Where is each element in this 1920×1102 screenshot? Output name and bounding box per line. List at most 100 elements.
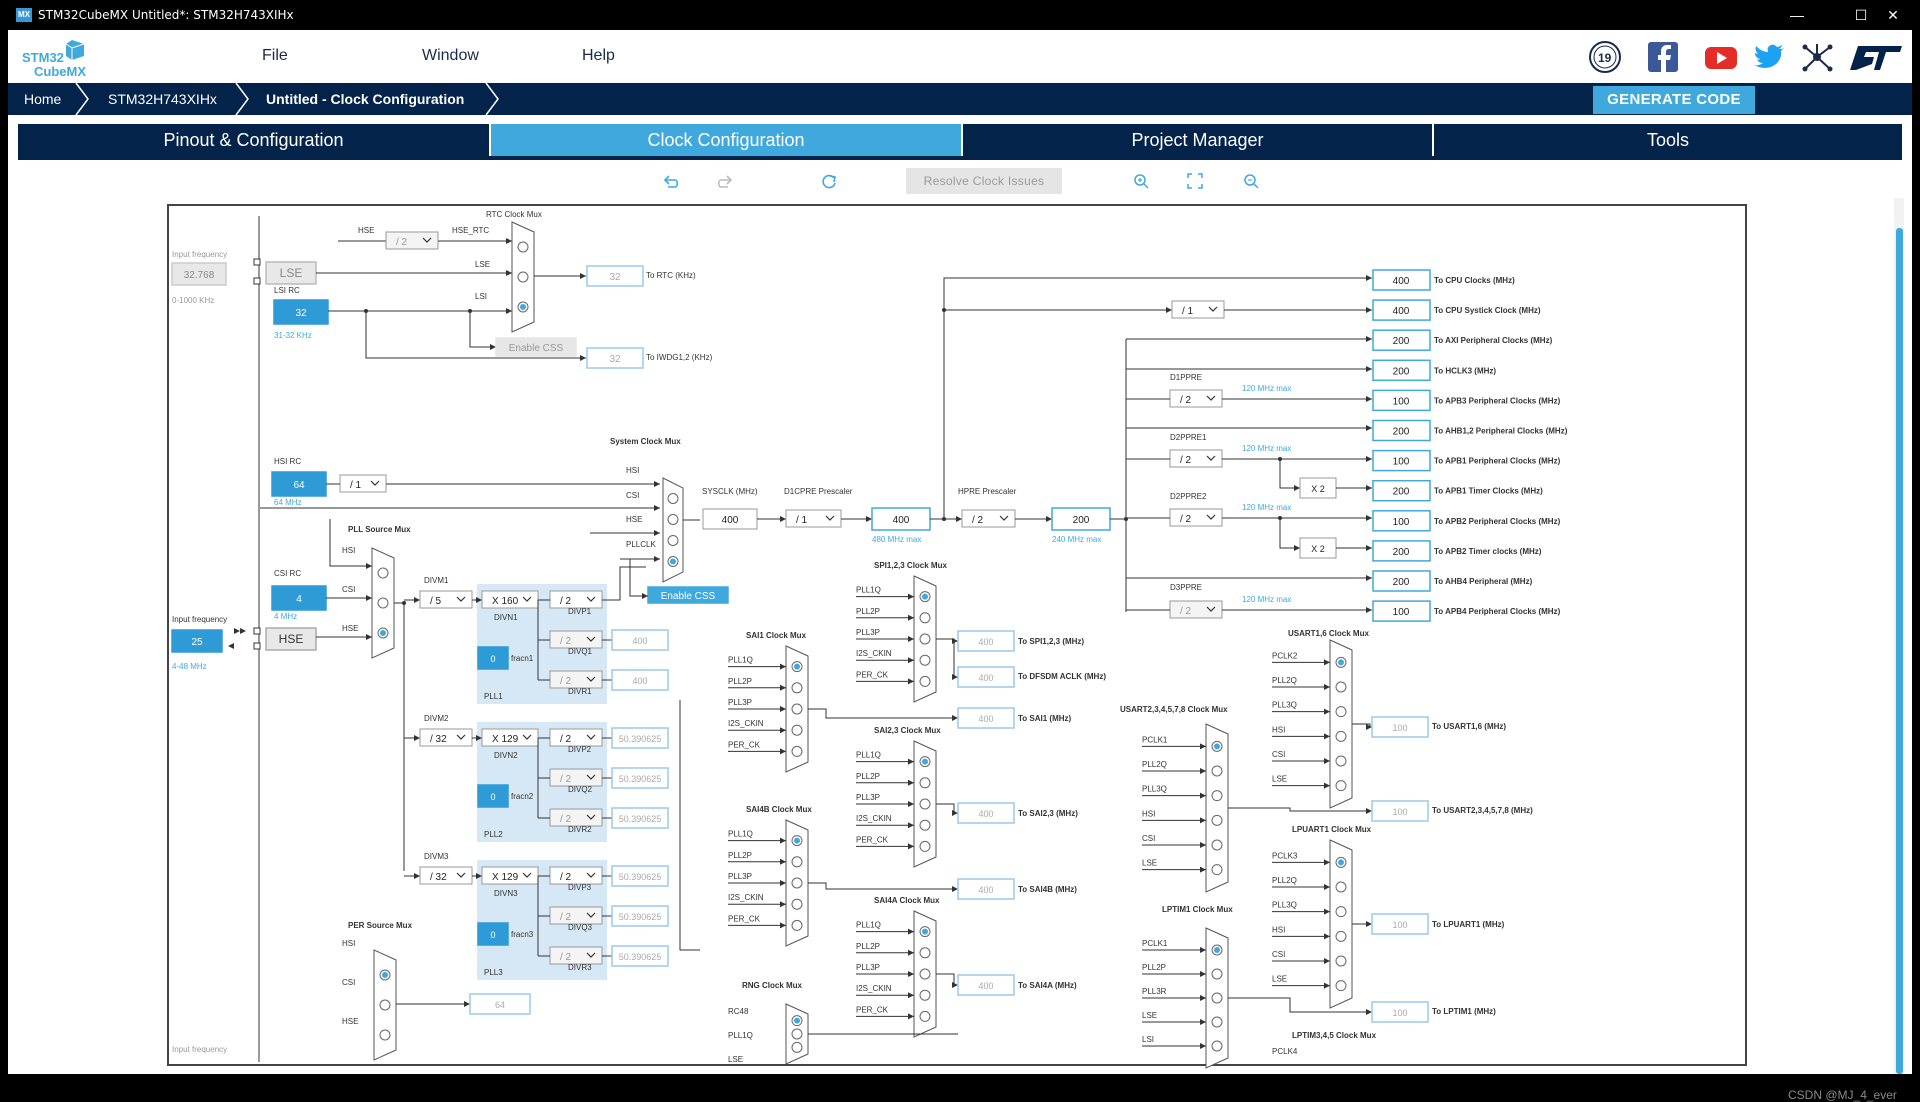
mux-radio[interactable] xyxy=(667,514,679,525)
mux-radio[interactable] xyxy=(919,654,931,666)
hpre-prescaler[interactable] xyxy=(961,509,1016,528)
mux-radio[interactable] xyxy=(919,675,931,687)
mux-radio[interactable] xyxy=(919,756,931,768)
mux-radio[interactable] xyxy=(1211,740,1223,752)
mux-radio[interactable] xyxy=(791,724,803,736)
divn2-multiplier[interactable] xyxy=(481,728,539,747)
scrollbar-thumb[interactable] xyxy=(1896,228,1903,1074)
mux-radio[interactable] xyxy=(791,1015,803,1027)
mux-radio[interactable] xyxy=(919,633,931,645)
sai23-clock-mux[interactable] xyxy=(913,740,937,868)
divq2-divider[interactable] xyxy=(549,768,603,787)
mux-radio[interactable] xyxy=(1335,780,1347,792)
anniversary-19-icon[interactable]: 19 xyxy=(1588,40,1622,74)
sai4a-clock-mux[interactable] xyxy=(913,910,937,1038)
lpuart-clock-mux[interactable] xyxy=(1329,839,1353,1009)
mux-radio[interactable] xyxy=(517,301,529,313)
divr1-divider[interactable] xyxy=(549,670,603,689)
mux-radio[interactable] xyxy=(1335,980,1347,992)
divn3-multiplier[interactable] xyxy=(481,866,539,885)
enable-css-system-button[interactable] xyxy=(647,586,729,604)
mux-radio[interactable] xyxy=(919,968,931,980)
mux-radio[interactable] xyxy=(1211,968,1223,980)
mux-radio[interactable] xyxy=(667,535,679,546)
mux-radio[interactable] xyxy=(379,999,391,1011)
breadcrumb-page[interactable]: Untitled - Clock Configuration xyxy=(266,91,465,107)
mux-radio[interactable] xyxy=(919,947,931,959)
mux-radio[interactable] xyxy=(791,745,803,757)
sai4b-clock-mux[interactable] xyxy=(785,819,809,947)
mux-radio[interactable] xyxy=(1335,706,1347,718)
facebook-icon[interactable] xyxy=(1646,40,1680,74)
mux-radio[interactable] xyxy=(1335,906,1347,918)
mux-radio[interactable] xyxy=(1211,790,1223,802)
mux-radio[interactable] xyxy=(667,493,679,504)
resolve-clock-issues-button[interactable]: Resolve Clock Issues xyxy=(906,168,1062,194)
mux-radio[interactable] xyxy=(1211,944,1223,956)
lptim1-clock-mux[interactable] xyxy=(1205,927,1229,1069)
st-logo-icon[interactable] xyxy=(1846,40,1906,74)
mux-radio[interactable] xyxy=(667,556,679,567)
divp1-divider[interactable] xyxy=(549,590,603,609)
mux-radio[interactable] xyxy=(791,898,803,910)
d1ppre-prescaler[interactable] xyxy=(1169,389,1223,408)
mux-radio[interactable] xyxy=(791,682,803,694)
mux-radio[interactable] xyxy=(919,777,931,789)
breadcrumb-home[interactable]: Home xyxy=(24,91,62,107)
close-button[interactable]: ✕ xyxy=(1887,7,1899,23)
mux-radio[interactable] xyxy=(517,271,529,283)
mux-radio[interactable] xyxy=(919,612,931,624)
mux-radio[interactable] xyxy=(791,1028,803,1040)
mux-radio[interactable] xyxy=(919,840,931,852)
rtc-clock-mux[interactable] xyxy=(511,221,535,333)
usart16-clock-mux[interactable] xyxy=(1329,639,1353,809)
divn1-multiplier[interactable] xyxy=(481,590,539,609)
divr3-divider[interactable] xyxy=(549,946,603,965)
refresh-icon[interactable] xyxy=(820,172,838,190)
generate-code-button[interactable]: GENERATE CODE xyxy=(1593,86,1755,114)
tab-tools[interactable]: Tools xyxy=(1434,124,1902,156)
fit-icon[interactable] xyxy=(1186,172,1204,190)
mux-radio[interactable] xyxy=(1211,1016,1223,1028)
hsi-divider[interactable] xyxy=(339,474,387,493)
system-clock-mux[interactable] xyxy=(662,477,684,583)
divm2-prescaler[interactable] xyxy=(419,728,473,747)
rng-clock-mux[interactable] xyxy=(785,1003,809,1065)
mux-radio[interactable] xyxy=(1335,681,1347,693)
mux-radio[interactable] xyxy=(791,1041,803,1053)
d1cpre-prescaler[interactable] xyxy=(785,509,842,528)
rtc-hse-prescaler[interactable] xyxy=(385,231,439,250)
breadcrumb-device[interactable]: STM32H743XIHx xyxy=(108,91,217,107)
d3ppre-prescaler[interactable] xyxy=(1169,600,1223,619)
mux-radio[interactable] xyxy=(377,597,389,609)
mux-radio[interactable] xyxy=(379,1029,391,1041)
mux-radio[interactable] xyxy=(1335,656,1347,668)
divm1-prescaler[interactable] xyxy=(419,590,473,609)
mux-radio[interactable] xyxy=(1335,955,1347,967)
mux-radio[interactable] xyxy=(919,1010,931,1022)
spi-clock-mux[interactable] xyxy=(913,575,937,703)
minimize-button[interactable]: — xyxy=(1790,7,1804,23)
menu-help[interactable]: Help xyxy=(582,47,615,64)
twitter-icon[interactable] xyxy=(1752,40,1786,74)
mux-radio[interactable] xyxy=(1211,864,1223,876)
per-source-mux[interactable] xyxy=(373,949,397,1061)
maximize-button[interactable]: ☐ xyxy=(1854,7,1868,23)
mux-radio[interactable] xyxy=(791,661,803,673)
mux-radio[interactable] xyxy=(1335,930,1347,942)
mux-radio[interactable] xyxy=(1211,992,1223,1004)
divp2-divider[interactable] xyxy=(549,728,603,747)
mux-radio[interactable] xyxy=(1211,839,1223,851)
d2ppre2-prescaler[interactable] xyxy=(1169,508,1223,527)
divm3-prescaler[interactable] xyxy=(419,866,473,885)
menu-window[interactable]: Window xyxy=(422,47,479,64)
divp3-divider[interactable] xyxy=(549,866,603,885)
mux-radio[interactable] xyxy=(919,819,931,831)
redo-icon[interactable] xyxy=(716,172,734,190)
mux-radio[interactable] xyxy=(1211,1040,1223,1052)
divq3-divider[interactable] xyxy=(549,906,603,925)
usart2-clock-mux[interactable] xyxy=(1205,723,1229,893)
mux-radio[interactable] xyxy=(1335,730,1347,742)
mux-radio[interactable] xyxy=(1211,814,1223,826)
youtube-icon[interactable] xyxy=(1704,40,1738,74)
